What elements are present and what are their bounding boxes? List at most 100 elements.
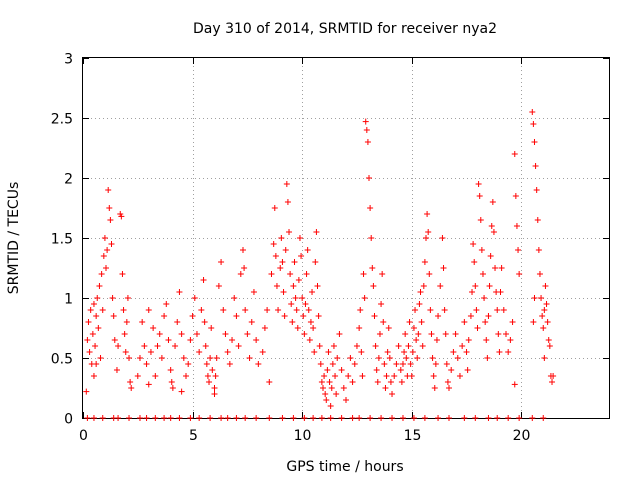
data-point — [324, 367, 331, 373]
data-point — [386, 355, 393, 361]
data-point — [333, 391, 340, 397]
data-point — [302, 301, 309, 307]
data-point — [167, 415, 174, 421]
data-point — [176, 289, 183, 295]
data-point — [96, 283, 103, 289]
data-point — [358, 349, 365, 355]
data-point — [105, 187, 112, 193]
data-point — [338, 367, 345, 373]
data-point — [459, 343, 466, 349]
data-point — [191, 295, 198, 301]
data-point — [429, 355, 436, 361]
data-point — [147, 349, 154, 355]
data-point — [161, 415, 168, 421]
data-point — [398, 379, 405, 385]
data-point — [495, 331, 502, 337]
data-point — [244, 331, 251, 337]
data-point — [94, 295, 101, 301]
data-point — [373, 367, 380, 373]
data-point — [497, 289, 504, 295]
data-point — [301, 331, 308, 337]
data-point — [289, 319, 296, 325]
data-point — [465, 337, 472, 343]
data-point — [306, 337, 313, 343]
data-point — [371, 313, 378, 319]
data-point — [357, 307, 364, 313]
data-point — [126, 355, 133, 361]
data-point — [505, 415, 512, 421]
data-point — [374, 379, 381, 385]
data-point — [250, 289, 257, 295]
data-point — [121, 331, 128, 337]
data-point — [494, 307, 501, 313]
data-point — [87, 307, 94, 313]
data-point — [529, 109, 536, 115]
data-point — [534, 217, 541, 223]
data-point — [200, 277, 207, 283]
data-point — [206, 379, 213, 385]
data-point — [463, 349, 470, 355]
data-point — [340, 385, 347, 391]
data-point — [156, 331, 163, 337]
data-point — [218, 259, 225, 265]
data-point — [264, 307, 271, 313]
data-point — [118, 213, 125, 220]
data-point — [298, 253, 305, 259]
data-point — [259, 349, 266, 355]
data-point — [490, 229, 497, 235]
data-point — [372, 343, 379, 349]
data-point — [84, 337, 91, 343]
data-point — [86, 349, 93, 355]
data-point — [115, 415, 122, 421]
data-point — [334, 355, 341, 361]
data-point — [280, 289, 287, 295]
data-point — [266, 415, 273, 421]
data-point — [287, 271, 294, 277]
data-point — [281, 313, 288, 319]
data-point — [283, 181, 290, 187]
data-point — [222, 331, 229, 337]
data-point — [99, 415, 106, 421]
data-point — [178, 331, 185, 337]
data-point — [475, 181, 482, 187]
data-point — [139, 319, 146, 325]
data-point — [239, 247, 246, 253]
data-point — [196, 415, 203, 421]
data-point — [516, 271, 523, 277]
data-point — [311, 349, 318, 355]
data-point — [446, 385, 453, 391]
data-point — [93, 361, 100, 367]
data-point — [378, 415, 385, 421]
data-point — [393, 361, 400, 367]
y-tick-label: 1 — [64, 292, 73, 308]
data-point — [389, 415, 396, 421]
data-point — [410, 325, 417, 331]
data-point — [473, 307, 480, 313]
data-point — [207, 415, 214, 421]
data-point — [361, 295, 368, 301]
data-point — [212, 373, 219, 379]
data-point — [485, 415, 492, 421]
data-point — [349, 415, 356, 421]
data-point — [345, 373, 352, 379]
data-point — [275, 307, 282, 313]
data-point — [544, 319, 551, 325]
x-tick-label: 5 — [189, 428, 198, 444]
data-point — [295, 277, 302, 283]
data-point — [272, 253, 279, 259]
data-point — [208, 325, 215, 331]
data-point — [305, 307, 312, 313]
data-point — [420, 283, 427, 289]
data-point — [542, 283, 549, 289]
data-point — [213, 355, 220, 361]
data-point — [413, 337, 420, 343]
data-point — [531, 295, 538, 301]
data-point — [303, 271, 310, 277]
data-point — [489, 199, 496, 205]
data-point — [110, 313, 117, 319]
data-point — [279, 259, 286, 265]
x-tick-labels: 0 5 10 15 20 — [79, 428, 530, 444]
data-point — [471, 259, 478, 265]
data-point — [329, 361, 336, 367]
data-point — [512, 193, 519, 199]
